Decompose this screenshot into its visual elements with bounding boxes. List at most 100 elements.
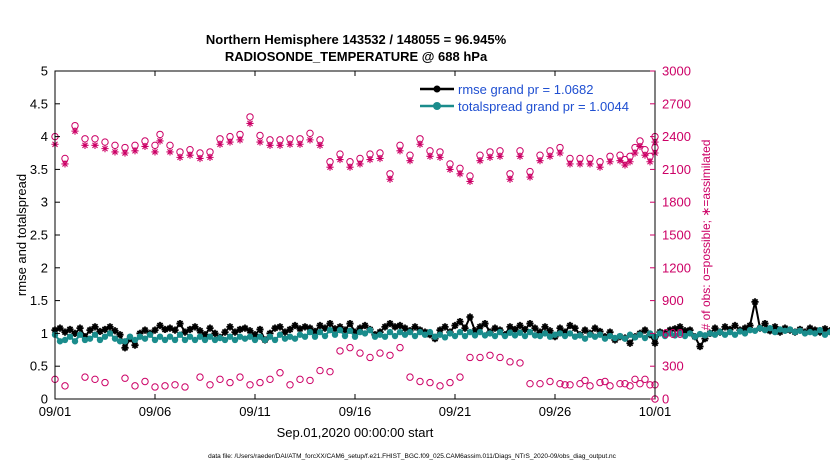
- totalspread-point: [611, 334, 619, 342]
- obs-possible-point: [606, 382, 614, 390]
- totalspread-point: [516, 329, 524, 336]
- obs-assimilated-point: [296, 140, 304, 148]
- totalspread-point: [641, 334, 649, 342]
- obs-possible-point: [161, 382, 169, 390]
- totalspread-point: [81, 336, 89, 344]
- totalspread-point: [706, 330, 714, 337]
- totalspread-point: [166, 333, 174, 340]
- rmse-point: [356, 324, 364, 332]
- obs-possible-point: [456, 373, 464, 381]
- obs-possible-point: [636, 379, 644, 388]
- obs-assimilated-point: [516, 152, 524, 160]
- obs-possible-point: [171, 381, 179, 389]
- totalspread-point: [801, 330, 809, 337]
- totalspread-point: [266, 333, 274, 340]
- obs-possible-point: [586, 382, 594, 390]
- totalspread-point: [626, 331, 634, 338]
- y2-tick-label: 600: [662, 326, 684, 341]
- legend-marker-totalspread: [433, 102, 441, 110]
- rmse-point: [606, 328, 614, 336]
- totalspread-point: [431, 333, 439, 340]
- rmse-point: [221, 328, 229, 336]
- totalspread-point: [276, 331, 284, 338]
- obs-possible-point: [206, 381, 214, 389]
- rmse-point: [461, 324, 469, 332]
- totalspread-point: [261, 336, 269, 344]
- obs-possible-point: [581, 376, 589, 385]
- obs-possible-point: [366, 353, 374, 362]
- y-tick-label: 0: [41, 392, 48, 407]
- obs-assimilated-point: [131, 147, 139, 155]
- y-tick-label: 3.5: [30, 162, 48, 177]
- totalspread-point: [536, 332, 544, 340]
- obs-possible-point: [336, 347, 344, 355]
- obs-possible-point: [466, 353, 474, 362]
- totalspread-point: [401, 331, 409, 338]
- totalspread-point: [656, 330, 664, 337]
- rmse-point: [181, 328, 189, 336]
- totalspread-point: [466, 328, 474, 336]
- series-layer: [51, 113, 830, 403]
- totalspread-point: [231, 336, 239, 344]
- obs-assimilated-point: [596, 163, 604, 171]
- rmse-point: [121, 344, 129, 352]
- rmse-point: [641, 326, 649, 334]
- x-axis-label: Sep.01,2020 00:00:00 start: [277, 425, 434, 440]
- obs-possible-point: [621, 379, 629, 388]
- rmse-point: [456, 317, 464, 326]
- totalspread-point: [806, 328, 814, 336]
- totalspread-point: [386, 328, 394, 336]
- obs-assimilated-point: [236, 136, 244, 144]
- rmse-point: [711, 324, 719, 332]
- totalspread-point: [346, 327, 354, 334]
- totalspread-point: [671, 332, 679, 339]
- obs-assimilated-point: [101, 145, 109, 153]
- rmse-point: [176, 319, 184, 328]
- obs-assimilated-point: [396, 147, 404, 155]
- obs-assimilated-point: [316, 141, 324, 149]
- obs-assimilated-point: [436, 153, 444, 161]
- rmse-point: [676, 323, 684, 331]
- y2-tick-label: 2400: [662, 129, 691, 144]
- totalspread-point: [226, 333, 234, 340]
- totalspread-point: [246, 333, 254, 340]
- totalspread-point: [821, 331, 829, 338]
- obs-possible-point: [626, 382, 634, 390]
- obs-possible-point: [256, 378, 264, 387]
- legend-box: [412, 77, 644, 117]
- rmse-point: [211, 329, 219, 337]
- rmse-point: [306, 324, 314, 332]
- rmse-point: [596, 327, 604, 336]
- totalspread-point: [521, 332, 529, 340]
- totalspread-point: [296, 331, 304, 338]
- obs-possible-point: [546, 377, 554, 386]
- totalspread-point: [811, 330, 819, 337]
- totalspread-point: [151, 336, 159, 344]
- totalspread-point: [126, 333, 134, 340]
- totalspread-point: [146, 331, 154, 338]
- obs-possible-point: [376, 349, 384, 357]
- y2-tick-label: 2100: [662, 162, 691, 177]
- totalspread-point: [711, 331, 719, 338]
- totalspread-point: [556, 330, 564, 337]
- totalspread-point: [776, 326, 784, 333]
- rmse-point: [731, 321, 739, 330]
- totalspread-point: [311, 333, 319, 340]
- rmse-point: [151, 326, 159, 334]
- totalspread-point: [686, 330, 694, 337]
- totalspread-point: [541, 330, 549, 337]
- totalspread-point: [116, 338, 124, 345]
- rmse-point: [206, 324, 214, 332]
- rmse-point: [326, 319, 334, 328]
- obs-assimilated-point: [366, 155, 374, 164]
- rmse-point: [346, 319, 354, 328]
- totalspread-point: [251, 336, 259, 344]
- obs-assimilated-point: [336, 155, 344, 164]
- chart-title: Northern Hemisphere 143532 / 148055 = 96…: [206, 32, 507, 47]
- obs-possible-point: [296, 375, 304, 384]
- rmse-point: [61, 328, 69, 336]
- totalspread-point: [551, 331, 559, 338]
- rmse-point: [186, 325, 194, 334]
- rmse-point: [521, 325, 529, 334]
